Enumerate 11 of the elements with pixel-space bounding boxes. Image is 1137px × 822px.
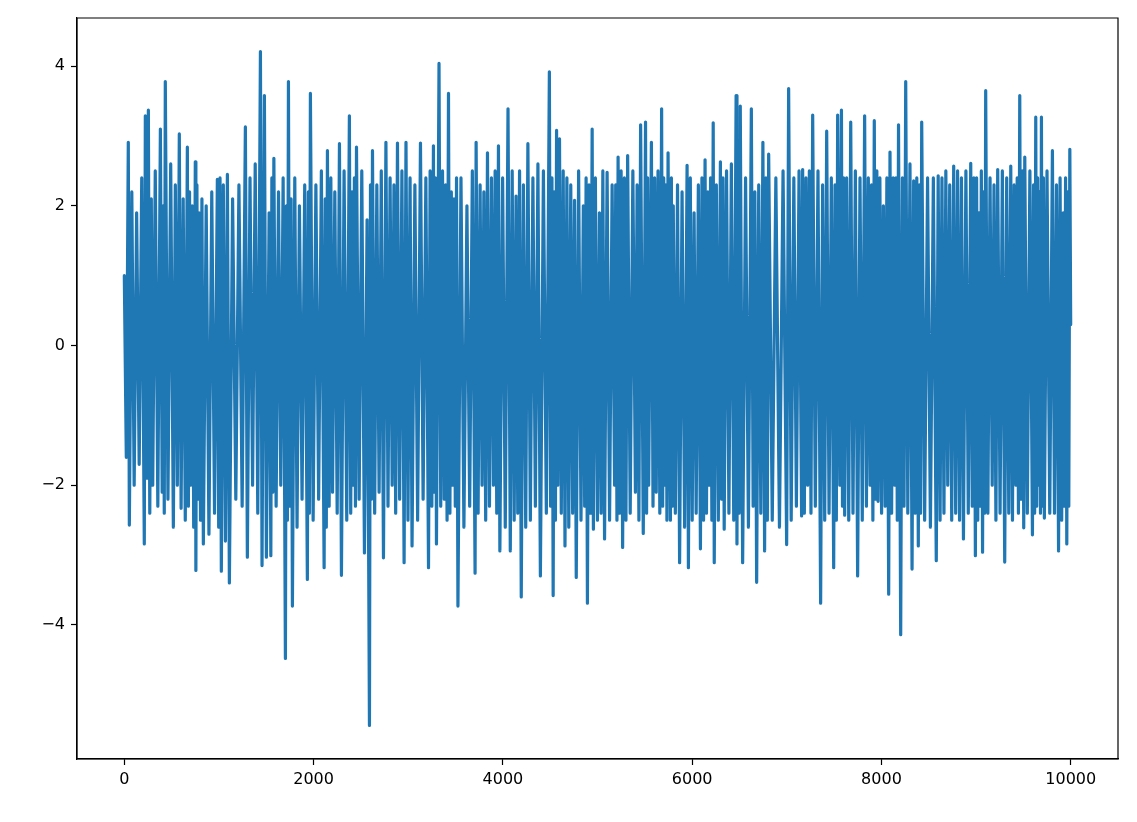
- y-tick-label: 4: [54, 55, 65, 75]
- x-tick-label: 4000: [482, 768, 524, 788]
- x-tick-label: 6000: [671, 768, 713, 788]
- y-tick-label: −4: [41, 614, 65, 634]
- x-tick-label: 8000: [861, 768, 902, 788]
- y-tick-label: 0: [54, 334, 65, 354]
- y-tick-label: 2: [54, 195, 65, 215]
- x-tick-label: 2000: [293, 768, 334, 788]
- y-tick-label: −2: [41, 474, 65, 494]
- x-tick-label: 10000: [1045, 768, 1097, 788]
- x-tick-label: 0: [119, 768, 130, 788]
